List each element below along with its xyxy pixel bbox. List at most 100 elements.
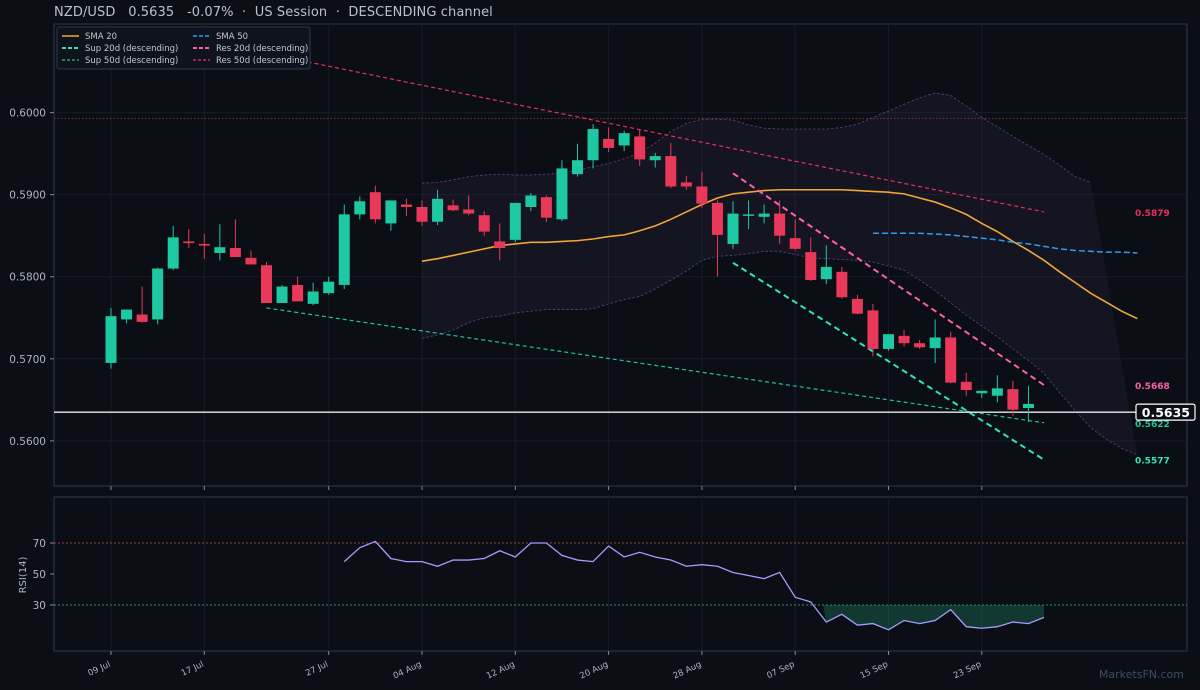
candle-body (556, 168, 568, 220)
rsi-panel: 70 50 30 RSI(14) (18, 538, 1187, 631)
rsi-axis-title: RSI(14) (18, 557, 29, 594)
rsi-line (343, 540, 1045, 631)
candle (400, 198, 412, 217)
x-tick-label: 09 Jul (86, 660, 112, 679)
candle-body (432, 198, 444, 222)
candle-body (400, 204, 412, 207)
legend-label: SMA 50 (216, 32, 248, 42)
y-tick-label: 0.5700 (9, 354, 46, 366)
legend-item: Res 20d (descending) (193, 44, 308, 54)
overlay-lines (54, 52, 1187, 461)
candle-body (758, 213, 770, 217)
candle (416, 200, 428, 226)
candle-body (354, 201, 366, 215)
line-value-label: 0.5622 (1135, 420, 1170, 430)
candle (696, 171, 708, 208)
candle-body (478, 215, 490, 232)
candle (1007, 380, 1019, 417)
candle-body (276, 286, 288, 304)
candle-body (1022, 403, 1034, 409)
rsi-panel-frame (53, 496, 1188, 652)
candle (883, 334, 894, 351)
candle (805, 237, 817, 281)
legend: SMA 20 SMA 50 Sup 20d (descending) Res 20d … (56, 26, 311, 70)
candle-body (649, 156, 661, 161)
line-value-label: 0.5577 (1135, 457, 1170, 467)
candle (494, 223, 506, 261)
bollinger-upper (421, 92, 1091, 184)
candle (634, 129, 646, 166)
legend-item: Res 50d (descending) (193, 56, 308, 66)
x-tick-label: 20 Aug (578, 660, 610, 682)
candle-body (603, 138, 615, 148)
candle (183, 229, 195, 249)
candle-body (245, 257, 257, 265)
y-tick-label: 0.5600 (9, 436, 46, 448)
candle (572, 143, 583, 177)
candle (167, 225, 179, 271)
candle (369, 185, 381, 224)
y-tick-label: 0.6000 (9, 108, 46, 120)
candle (743, 200, 755, 230)
candle-body (665, 156, 677, 187)
candle-body (976, 390, 988, 394)
candle-body (525, 195, 537, 207)
candle-body (385, 200, 397, 224)
x-tick-label: 04 Aug (392, 660, 424, 682)
candle (245, 250, 257, 265)
candle (292, 276, 304, 302)
candle (711, 200, 723, 277)
candle-body (618, 133, 630, 146)
candle-body (789, 238, 801, 249)
candle (976, 390, 988, 399)
candle-body (167, 237, 179, 269)
candle-body (820, 266, 832, 280)
x-tick-label: 28 Aug (672, 660, 704, 682)
candle (338, 204, 350, 290)
candle (820, 245, 832, 285)
candle (105, 307, 117, 369)
candle-body (292, 284, 304, 302)
candle-body (572, 160, 583, 175)
candle-body (136, 314, 148, 322)
candle (509, 202, 521, 243)
candle (354, 196, 366, 220)
watermark: MarketsFN.com (1098, 668, 1184, 681)
trend-line-3 (732, 172, 1045, 386)
candle-body (369, 192, 381, 220)
trend-line-1 (732, 261, 1045, 461)
candle (929, 319, 941, 363)
candle (463, 195, 475, 216)
candle (556, 160, 568, 221)
candle-body (914, 343, 926, 348)
x-tick-label: 27 Jul (304, 660, 330, 679)
candle (665, 142, 677, 189)
x-tick-label: 12 Aug (485, 660, 517, 682)
candle-body (680, 182, 692, 187)
candle-body (696, 186, 708, 204)
candle (198, 234, 210, 259)
candle (898, 330, 910, 347)
candle (432, 189, 444, 226)
candle-body (929, 337, 941, 349)
candle-body (323, 281, 335, 294)
bollinger-bands (421, 92, 1138, 456)
candle-body (867, 310, 879, 349)
candle-body (152, 268, 164, 320)
candle (603, 127, 615, 153)
current-price-label: 0.5635 (1142, 405, 1190, 420)
chart-title: NZD/USD 0.5635 -0.07% · US Session · DES… (54, 5, 493, 20)
candle-body (229, 248, 241, 258)
legend-item: SMA 20 (62, 32, 117, 42)
sma50-line (872, 232, 1138, 254)
candle-body (805, 252, 817, 281)
legend-label: SMA 20 (85, 32, 117, 42)
candle (214, 224, 226, 261)
candle-body (121, 309, 133, 320)
legend-label: Res 20d (descending) (216, 44, 308, 54)
candle (945, 331, 957, 384)
x-tick-label: 07 Sep (765, 660, 796, 682)
line-value-label: 0.5879 (1135, 209, 1170, 219)
candle (385, 200, 397, 231)
candle (991, 375, 1003, 403)
